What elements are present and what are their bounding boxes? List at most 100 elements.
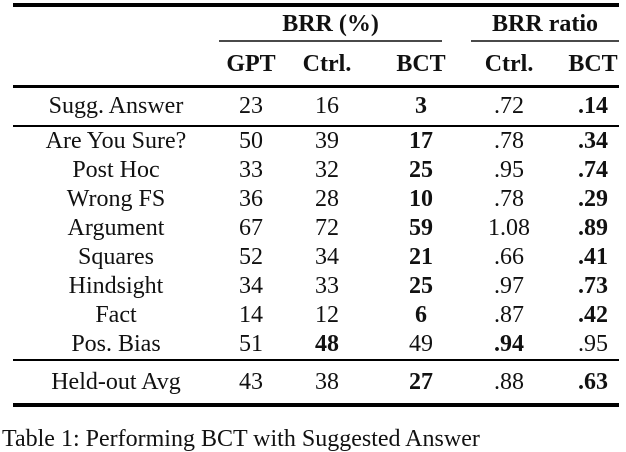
- cell-ctrl: 38: [283, 360, 371, 407]
- page-root: { "page": { "background": "#ffffff", "te…: [0, 3, 626, 451]
- cell-ctrl: 28: [315, 186, 339, 212]
- cell-ratio-ctrl: .78: [494, 128, 525, 154]
- cell-gpt: 67: [239, 215, 263, 241]
- column-header-empty: [13, 43, 219, 88]
- cell-ctrl: 34: [315, 244, 339, 270]
- cell-bct: 25: [409, 157, 434, 183]
- cell-ctrl: 72: [315, 215, 339, 241]
- row-label: Are You Sure?: [45, 128, 187, 154]
- cmidrule-brr-ratio: [471, 40, 620, 42]
- table-row: Pos. Bias 51 48 49.94 .95: [13, 330, 620, 361]
- group-label-brr: BRR (%): [282, 11, 379, 37]
- column-header-row: GPT Ctrl. BCT Ctrl. BCT: [13, 43, 620, 88]
- results-table: BRR (%) BRR ratio GPT Ctrl. BCT Ctrl. BC…: [13, 3, 620, 407]
- row-label: Squares: [78, 244, 154, 270]
- cell-bct: 25: [409, 273, 434, 299]
- cell-bct: 49: [371, 330, 472, 361]
- cell-ratio-bct: .29: [578, 186, 609, 212]
- cell-bct: 17: [409, 128, 434, 154]
- cell-gap: [547, 185, 567, 214]
- table-row: Argument 67 72 59 1.08 .89: [13, 214, 619, 243]
- cell-bct: 27: [371, 360, 472, 407]
- column-header-ratio-ctrl: Ctrl.: [471, 43, 548, 88]
- table-body: Sugg. Answer 23 16 3.72 .14 Are You Sure? 50 39…: [13, 86, 620, 407]
- group-header-brr: BRR (%): [219, 5, 471, 43]
- cell-gpt: 34: [239, 273, 263, 299]
- cell-bct: 10: [409, 186, 434, 212]
- cell-ratio-bct: .63: [567, 360, 620, 407]
- cell-gap: [547, 301, 567, 330]
- cell-gap: [547, 126, 567, 156]
- cell-gpt: 52: [239, 244, 263, 270]
- cell-bct: 3: [371, 86, 472, 127]
- cell-ratio-bct: .34: [578, 128, 609, 154]
- table-row: Are You Sure? 50 39 17 .78 .34: [13, 126, 619, 156]
- row-label: Sugg. Answer: [13, 86, 219, 127]
- cell-ctrl: 12: [315, 302, 339, 328]
- cell-bct: 59: [409, 215, 434, 241]
- cell-gpt: 36: [239, 186, 263, 212]
- cell-ratio-ctrl: .94: [471, 330, 548, 361]
- cell-ratio-ctrl: .88: [471, 360, 548, 407]
- table-row: Held-out Avg 43 38 27.88 .63: [13, 360, 620, 407]
- cmidrule-brr: [219, 40, 443, 42]
- cell-ctrl: 33: [315, 273, 339, 299]
- cell-gpt: 14: [239, 302, 263, 328]
- cell-gap: [547, 243, 567, 272]
- cell-gpt: 23: [219, 86, 283, 127]
- row-label: Held-out Avg: [13, 360, 219, 407]
- group-header-brr-ratio: BRR ratio: [471, 5, 620, 43]
- cell-gap: [547, 156, 567, 185]
- row-label: Pos. Bias: [13, 330, 219, 361]
- cell-ratio-ctrl: .87: [494, 302, 525, 328]
- cell-ratio-bct: .41: [578, 244, 609, 270]
- cell-ratio-bct: .95: [567, 330, 620, 361]
- group-label-brr-ratio: BRR ratio: [492, 11, 599, 37]
- row-label: Hindsight: [68, 273, 164, 299]
- column-header-bct: BCT: [371, 43, 472, 88]
- row-label: Argument: [67, 215, 165, 241]
- table-row: Sugg. Answer 23 16 3.72 .14: [13, 86, 620, 127]
- row-label: Wrong FS: [66, 186, 166, 212]
- column-header-gap: [547, 43, 568, 88]
- table-row: Squares 52 34 21 .66 .41: [13, 243, 619, 272]
- column-header-gpt: GPT: [219, 43, 283, 88]
- cell-gap: [547, 86, 568, 127]
- cell-gpt: 50: [239, 128, 263, 154]
- table-row: Post Hoc 33 32 25 .95 .74: [13, 156, 619, 185]
- cell-ratio-ctrl: .78: [494, 186, 525, 212]
- column-header-ratio-bct: BCT: [567, 43, 620, 88]
- cell-bct: 21: [409, 244, 434, 270]
- cell-ratio-bct: .74: [578, 157, 609, 183]
- cell-ctrl: 16: [283, 86, 371, 127]
- group-header-row: BRR (%) BRR ratio: [13, 5, 620, 43]
- table-row: Hindsight 34 33 25 .97 .73: [13, 272, 619, 301]
- cell-ratio-bct: .89: [578, 215, 609, 241]
- cell-ratio-ctrl: .72: [471, 86, 548, 127]
- cell-ratio-bct: .73: [578, 273, 609, 299]
- cell-gpt: 43: [219, 360, 283, 407]
- cell-gpt: 51: [219, 330, 283, 361]
- cell-ratio-ctrl: 1.08: [488, 215, 531, 241]
- table-row: Fact 14 12 6 .87 .42: [13, 301, 619, 330]
- cell-ratio-ctrl: .66: [494, 244, 525, 270]
- row-label: Fact: [95, 302, 137, 328]
- cell-ratio-bct: .14: [567, 86, 620, 127]
- corner-empty-cell: [13, 5, 219, 43]
- cell-ctrl: 39: [315, 128, 339, 154]
- cell-gap: [547, 330, 568, 361]
- cell-bct: 6: [415, 302, 428, 328]
- table-row: Wrong FS 36 28 10 .78 .29: [13, 185, 619, 214]
- cell-ratio-ctrl: .95: [494, 157, 525, 183]
- cell-gap: [547, 214, 567, 243]
- cell-gpt: 33: [239, 157, 263, 183]
- cell-gap: [547, 360, 568, 407]
- cell-ratio-bct: .42: [578, 302, 609, 328]
- table-caption: Table 1: Performing BCT with Suggested A…: [2, 426, 480, 452]
- row-label: Post Hoc: [72, 157, 160, 183]
- cell-ctrl: 32: [315, 157, 339, 183]
- cell-ctrl: 48: [283, 330, 371, 361]
- column-header-ctrl: Ctrl.: [283, 43, 371, 88]
- cell-gap: [547, 272, 567, 301]
- cell-ratio-ctrl: .97: [494, 273, 525, 299]
